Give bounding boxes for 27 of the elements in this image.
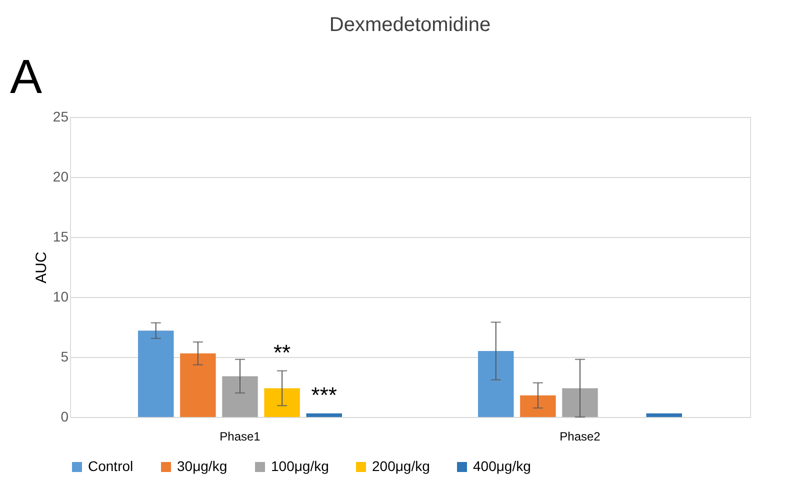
x-tick-label: Phase2 — [560, 430, 601, 444]
legend-label: 30μg/kg — [177, 458, 228, 474]
chart-title: Dexmedetomidine — [329, 14, 491, 36]
bar — [264, 388, 300, 417]
bar — [306, 413, 342, 417]
legend-label: 200μg/kg — [372, 458, 430, 474]
y-tick-label: 0 — [60, 408, 69, 424]
bar — [478, 351, 514, 417]
legend-label: 100μg/kg — [271, 458, 329, 474]
y-tick-label: 25 — [52, 108, 69, 124]
bar — [138, 330, 174, 417]
y-axis-title: AUC — [32, 252, 50, 284]
y-tick-label: 10 — [52, 288, 69, 304]
x-tick-label: Phase1 — [220, 430, 261, 444]
bar — [180, 353, 216, 417]
legend-label: Control — [88, 458, 134, 474]
data-label: ** — [274, 340, 292, 365]
text: A — [10, 51, 42, 104]
bar — [520, 395, 556, 417]
y-tick-label: 5 — [60, 348, 69, 364]
y-tick-label: 20 — [52, 168, 69, 184]
bar — [562, 388, 598, 417]
data-label: *** — [311, 382, 338, 408]
bar — [646, 413, 682, 417]
bar — [222, 376, 258, 417]
y-tick-label: 15 — [52, 228, 69, 244]
legend-label: 400μg/kg — [473, 458, 531, 474]
